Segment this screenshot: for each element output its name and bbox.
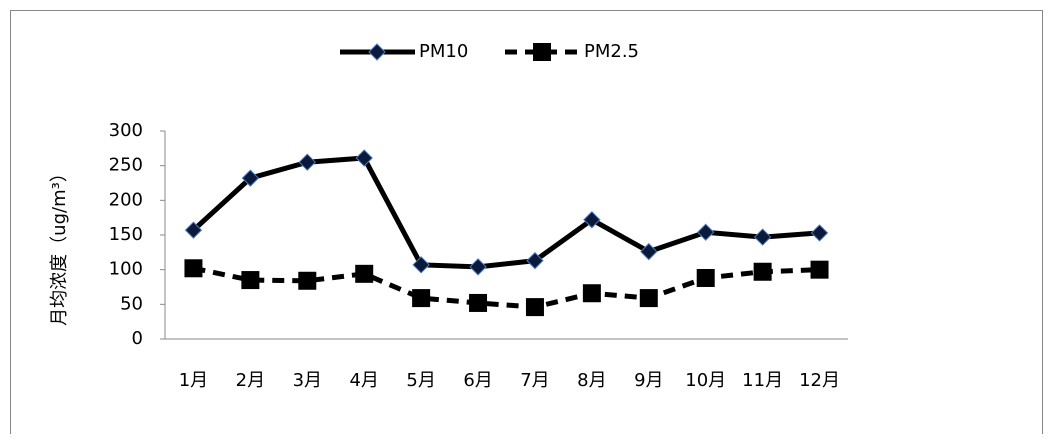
- x-tick-label: 3月: [293, 370, 322, 391]
- data-point: [810, 260, 829, 279]
- data-point: [639, 289, 658, 308]
- data-point: [753, 228, 772, 246]
- y-axis-label: 月均浓度（ug/m³）: [49, 164, 70, 326]
- data-point: [355, 264, 374, 283]
- y-tick-label: 100: [109, 259, 143, 280]
- legend-marker: [533, 43, 551, 61]
- data-point: [241, 169, 260, 187]
- data-point: [525, 298, 544, 317]
- x-tick-label: 9月: [634, 370, 663, 391]
- data-point: [583, 211, 601, 229]
- x-tick-label: 12月: [799, 370, 840, 391]
- data-point: [696, 268, 715, 287]
- x-tick-label: 1月: [179, 370, 208, 391]
- data-point: [298, 153, 316, 171]
- data-point: [241, 271, 260, 290]
- data-point: [582, 284, 601, 303]
- data-point: [640, 242, 658, 261]
- y-tick-label: 0: [132, 328, 143, 349]
- x-tick-label: 6月: [463, 370, 492, 391]
- y-tick-label: 300: [109, 120, 143, 141]
- x-tick-label: 10月: [685, 370, 726, 391]
- x-tick-label: 2月: [236, 370, 265, 391]
- data-point: [526, 251, 544, 270]
- data-point: [355, 149, 373, 167]
- data-point: [469, 293, 488, 312]
- chart-frame: [10, 10, 1043, 438]
- legend-label: PM2.5: [584, 41, 639, 62]
- data-point: [753, 262, 772, 281]
- data-point: [412, 289, 431, 308]
- x-tick-label: 7月: [520, 370, 549, 391]
- data-point: [184, 221, 203, 239]
- x-tick-label: 5月: [406, 370, 435, 391]
- data-point: [469, 258, 487, 276]
- data-point: [697, 223, 715, 241]
- data-point: [298, 271, 317, 290]
- y-tick-label: 50: [120, 293, 143, 314]
- series-line: [191, 155, 820, 270]
- data-point: [184, 259, 203, 278]
- data-point: [412, 256, 430, 274]
- y-tick-label: 250: [109, 155, 143, 176]
- data-point: [810, 224, 829, 242]
- series-line: [192, 265, 820, 310]
- legend-label: PM10: [419, 41, 468, 62]
- y-tick-label: 150: [109, 224, 143, 245]
- y-tick-label: 200: [109, 189, 143, 210]
- legend-marker: [368, 43, 386, 61]
- x-tick-label: 11月: [742, 370, 783, 391]
- x-tick-label: 8月: [577, 370, 606, 391]
- x-tick-label: 4月: [349, 370, 378, 391]
